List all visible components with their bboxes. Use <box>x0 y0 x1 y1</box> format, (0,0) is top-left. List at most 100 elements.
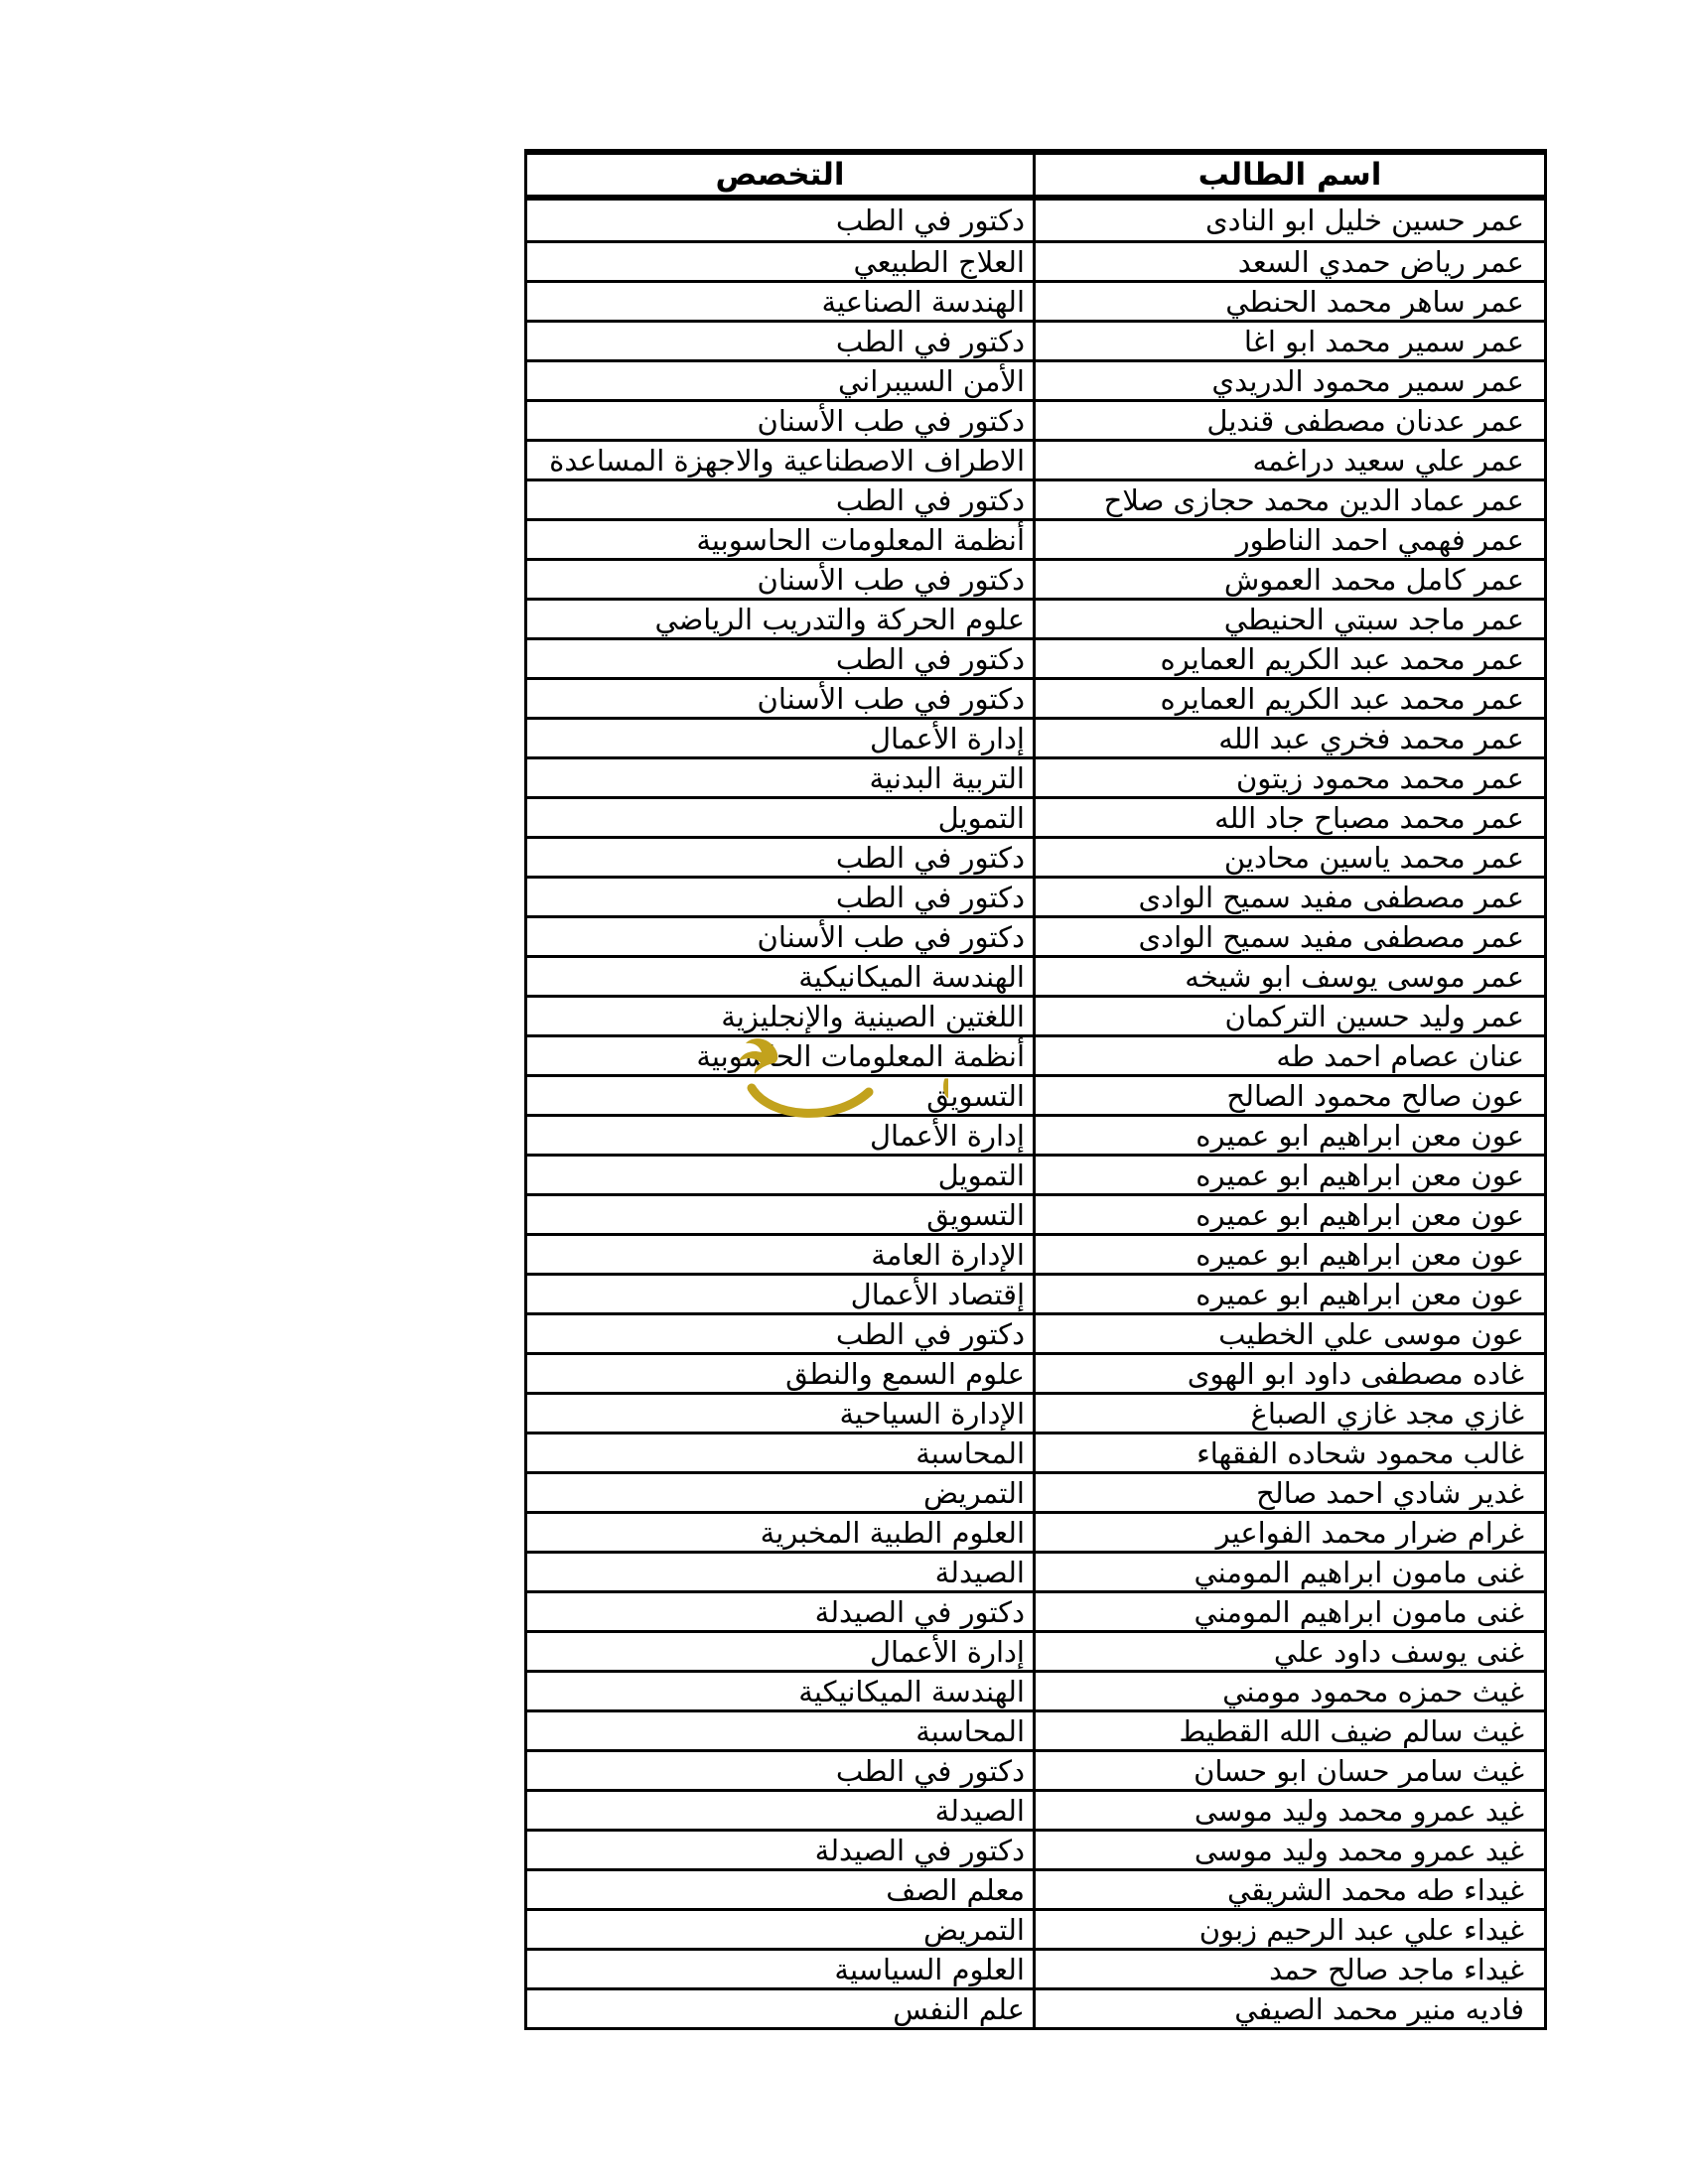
table-row: عمر رياض حمدي السعد العلاج الطبيعي <box>527 240 1544 280</box>
student-name-cell: عون معن ابراهيم ابو عميره <box>1033 1276 1544 1312</box>
student-name-cell: غيداء طه محمد الشريقي <box>1033 1871 1544 1908</box>
table-row: عمر محمد عبد الكريم العمايره دكتور في ال… <box>527 637 1544 677</box>
table-row: عون معن ابراهيم ابو عميره إدارة الأعمال <box>527 1114 1544 1154</box>
student-name-cell: عنان عصام احمد طه <box>1033 1037 1544 1074</box>
student-name-cell: عمر وليد حسين التركمان <box>1033 998 1544 1034</box>
specialization-cell: علم النفس <box>893 1991 1025 2026</box>
student-name-cell: غرام ضرار محمد الفواعير <box>1033 1514 1544 1551</box>
student-name-cell: غاده مصطفى داود ابو الهوى <box>1033 1355 1544 1392</box>
table-row: غيث سامر حسان ابو حسان دكتور في الطب <box>527 1749 1544 1789</box>
student-name-cell: عمر محمد محمود زيتون <box>1033 759 1544 796</box>
specialization-cell: دكتور في طب الأسنان <box>757 919 1025 954</box>
table-row: غنى مامون ابراهيم المومني دكتور في الصيد… <box>527 1590 1544 1630</box>
student-name-cell: غيث سالم ضيف الله القطيط <box>1033 1712 1544 1749</box>
specialization-cell: الأمن السيبراني <box>838 363 1025 398</box>
table-row: عمر مصطفى مفيد سميح الوادى دكتور في الطب <box>527 876 1544 915</box>
student-name-cell: فاديه منير محمد الصيفي <box>1033 1990 1544 2027</box>
student-name-cell: عمر كامل محمد العموش <box>1033 561 1544 598</box>
specialization-cell: الاطراف الاصطناعية والاجهزة المساعدة <box>549 443 1025 478</box>
student-name-cell: عون معن ابراهيم ابو عميره <box>1033 1157 1544 1193</box>
student-name-cell: غنى يوسف داود علي <box>1033 1633 1544 1670</box>
table-row: عمر سمير محمد ابو اغا دكتور في الطب <box>527 320 1544 359</box>
table-row: غيث حمزه محمود مومني الهندسة الميكانيكية <box>527 1670 1544 1709</box>
table-row: غازي مجد غازي الصباغ الإدارة السياحية <box>527 1392 1544 1432</box>
table-row: غنى يوسف داود علي إدارة الأعمال <box>527 1630 1544 1670</box>
specialization-cell: دكتور في الطب <box>835 1753 1025 1788</box>
specialization-cell: دكتور في الصيدلة <box>814 1594 1025 1629</box>
specialization-cell: المحاسبة <box>915 1435 1025 1470</box>
table-row: غيد عمرو محمد وليد موسى الصيدلة <box>527 1789 1544 1829</box>
specialization-cell: إدارة الأعمال <box>869 721 1025 755</box>
specialization-cell: إقتصاد الأعمال <box>850 1277 1025 1311</box>
table-row: عمر محمد ياسين محادين دكتور في الطب <box>527 836 1544 876</box>
student-name-cell: غيد عمرو محمد وليد موسى <box>1033 1832 1544 1868</box>
specialization-cell: الصيدلة <box>934 1555 1025 1589</box>
student-name-cell: عمر عماد الدين محمد حجازى صلاح <box>1033 481 1544 518</box>
student-name-cell: غيد عمرو محمد وليد موسى <box>1033 1792 1544 1829</box>
specialization-cell: أنظمة المعلومات الحاسوبية <box>696 522 1025 557</box>
table-row: عمر كامل محمد العموش دكتور في طب الأسنان <box>527 558 1544 598</box>
table-row: عمر موسى يوسف ابو شيخه الهندسة الميكانيك… <box>527 955 1544 995</box>
specialization-cell: التربية البدنية <box>869 760 1025 795</box>
student-name-cell: عمر علي سعيد دراغمه <box>1033 442 1544 478</box>
specialization-cell: التمويل <box>937 1158 1025 1192</box>
specialization-cell: الهندسة الميكانيكية <box>798 959 1025 994</box>
specialization-cell: إدارة الأعمال <box>869 1118 1025 1153</box>
student-name-cell: غيث حمزه محمود مومني <box>1033 1673 1544 1709</box>
table-row: عمر محمد محمود زيتون التربية البدنية <box>527 756 1544 796</box>
table-row: غيث سالم ضيف الله القطيط المحاسبة <box>527 1709 1544 1749</box>
table-row: غنى مامون ابراهيم المومني الصيدلة <box>527 1551 1544 1590</box>
table-row: عمر علي سعيد دراغمه الاطراف الاصطناعية و… <box>527 439 1544 478</box>
table-row: عمر عماد الدين محمد حجازى صلاح دكتور في … <box>527 478 1544 518</box>
student-name-cell: عمر مصطفى مفيد سميح الوادى <box>1033 879 1544 915</box>
student-name-cell: غالب محمود شحاده الفقهاء <box>1033 1434 1544 1471</box>
specialization-cell: التسويق <box>926 1197 1025 1232</box>
student-name-cell: عون معن ابراهيم ابو عميره <box>1033 1236 1544 1273</box>
specialization-cell: التمريض <box>922 1912 1025 1947</box>
table-row: عمر وليد حسين التركمان اللغتين الصينية و… <box>527 995 1544 1034</box>
student-name-cell: عون معن ابراهيم ابو عميره <box>1033 1117 1544 1154</box>
specialization-cell: المحاسبة <box>915 1713 1025 1748</box>
specialization-cell: إدارة الأعمال <box>869 1634 1025 1669</box>
table-row: عمر محمد فخري عبد الله إدارة الأعمال <box>527 717 1544 756</box>
table-row: عمر عدنان مصطفى قنديل دكتور في طب الأسنا… <box>527 399 1544 439</box>
specialization-cell: الإدارة العامة <box>871 1237 1025 1272</box>
student-name-cell: غنى مامون ابراهيم المومني <box>1033 1593 1544 1630</box>
table-row: غرام ضرار محمد الفواعير العلوم الطبية ال… <box>527 1511 1544 1551</box>
specialization-cell: علوم السمع والنطق <box>785 1356 1025 1391</box>
student-name-cell: غيداء ماجد صالح حمد <box>1033 1951 1544 1987</box>
table-row: عون معن ابراهيم ابو عميره الإدارة العامة <box>527 1233 1544 1273</box>
table-row: عمر سمير محمود الدريدي الأمن السيبراني <box>527 359 1544 399</box>
student-name-cell: عون موسى علي الخطيب <box>1033 1315 1544 1352</box>
student-name-cell: عمر موسى يوسف ابو شيخه <box>1033 958 1544 995</box>
specialization-cell: التسويق <box>926 1078 1025 1113</box>
specialization-cell: دكتور في الطب <box>835 482 1025 517</box>
specialization-cell: دكتور في الطب <box>835 880 1025 914</box>
student-name-cell: عمر محمد فخري عبد الله <box>1033 720 1544 756</box>
table-row: غدير شادي احمد صالح التمريض <box>527 1471 1544 1511</box>
specialization-cell: دكتور في طب الأسنان <box>757 562 1025 597</box>
table-row: عمر ساهر محمد الحنطي الهندسة الصناعية <box>527 280 1544 320</box>
table-row: عون معن ابراهيم ابو عميره إقتصاد الأعمال <box>527 1273 1544 1312</box>
student-name-cell: عمر عدنان مصطفى قنديل <box>1033 402 1544 439</box>
student-name-cell: عون معن ابراهيم ابو عميره <box>1033 1196 1544 1233</box>
table-body: عمر حسين خليل ابو النادى دكتور في الطب ع… <box>527 201 1544 2027</box>
table-row: غيداء علي عبد الرحيم زبون التمريض <box>527 1908 1544 1948</box>
header-student-name: اسم الطالب <box>1033 155 1544 195</box>
student-name-cell: غنى مامون ابراهيم المومني <box>1033 1554 1544 1590</box>
specialization-cell: دكتور في طب الأسنان <box>757 403 1025 438</box>
student-name-cell: غيداء علي عبد الرحيم زبون <box>1033 1911 1544 1948</box>
table-row: غالب محمود شحاده الفقهاء المحاسبة <box>527 1432 1544 1471</box>
table-row: غيداء طه محمد الشريقي معلم الصف <box>527 1868 1544 1908</box>
specialization-cell: التمويل <box>937 800 1025 835</box>
specialization-cell: العلوم الطبية المخبرية <box>760 1515 1025 1550</box>
specialization-cell: علوم الحركة والتدريب الرياضي <box>654 602 1025 636</box>
specialization-cell: العلوم السياسية <box>834 1952 1025 1986</box>
students-table: اسم الطالب التخصص عمر حسين خليل ابو النا… <box>524 149 1547 2030</box>
table-row: عمر ماجد سبتي الحنيطي علوم الحركة والتدر… <box>527 598 1544 637</box>
table-row: غيداء ماجد صالح حمد العلوم السياسية <box>527 1948 1544 1987</box>
specialization-cell: معلم الصف <box>886 1872 1025 1907</box>
student-name-cell: غيث سامر حسان ابو حسان <box>1033 1752 1544 1789</box>
specialization-cell: الصيدلة <box>934 1793 1025 1828</box>
